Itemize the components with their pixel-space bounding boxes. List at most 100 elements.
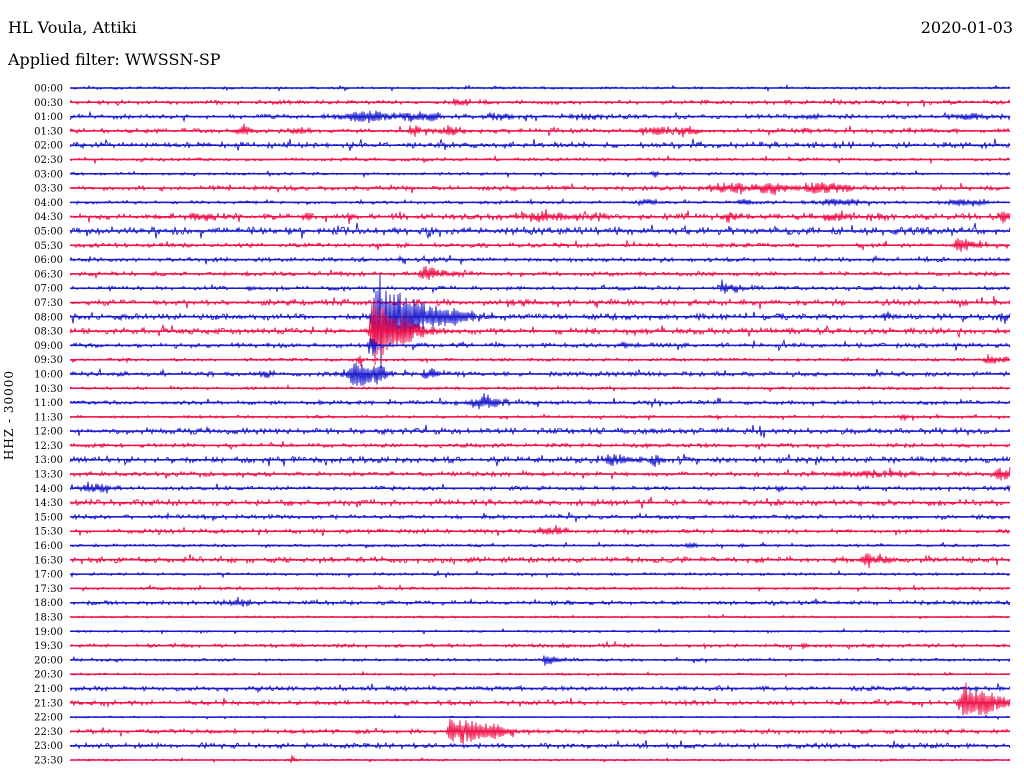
trace-row-02:30 — [69, 154, 1011, 165]
trace-row-10:00 — [69, 362, 1011, 386]
time-label-21:30: 21:30 — [34, 698, 63, 709]
trace-row-19:30 — [69, 640, 1011, 651]
time-label-20:30: 20:30 — [34, 670, 63, 681]
time-label-19:00: 19:00 — [34, 627, 63, 638]
trace-row-06:00 — [69, 254, 1011, 266]
time-label-01:30: 01:30 — [34, 126, 63, 137]
trace-row-10:30 — [69, 383, 1011, 393]
time-label-16:30: 16:30 — [34, 555, 63, 566]
time-label-00:30: 00:30 — [34, 98, 63, 109]
time-label-06:00: 06:00 — [34, 255, 63, 266]
time-label-02:30: 02:30 — [34, 155, 63, 166]
trace-row-08:30 — [69, 299, 1011, 366]
trace-row-19:00 — [69, 627, 1011, 635]
trace-row-09:30 — [69, 353, 1011, 367]
trace-row-06:30 — [69, 266, 1011, 281]
time-label-10:00: 10:00 — [34, 370, 63, 381]
time-label-23:30: 23:30 — [34, 756, 63, 767]
trace-row-01:00 — [69, 110, 1011, 124]
time-label-04:30: 04:30 — [34, 212, 63, 223]
trace-row-18:30 — [69, 613, 1011, 620]
time-label-05:30: 05:30 — [34, 241, 63, 252]
trace-row-20:30 — [69, 670, 1011, 678]
time-label-01:00: 01:00 — [34, 112, 63, 123]
time-label-08:30: 08:30 — [34, 327, 63, 338]
trace-row-12:00 — [69, 424, 1011, 438]
trace-row-14:30 — [69, 496, 1011, 509]
time-label-09:30: 09:30 — [34, 355, 63, 366]
trace-row-13:30 — [69, 467, 1011, 481]
trace-row-03:30 — [69, 181, 1011, 196]
trace-row-08:00 — [69, 273, 1011, 369]
trace-row-07:30 — [69, 295, 1011, 310]
time-label-14:00: 14:00 — [34, 484, 63, 495]
trace-row-12:30 — [69, 441, 1011, 451]
trace-row-14:00 — [69, 481, 1011, 494]
trace-row-00:00 — [69, 83, 1011, 92]
time-label-06:30: 06:30 — [34, 269, 63, 280]
trace-row-04:00 — [69, 197, 1011, 207]
time-label-15:00: 15:00 — [34, 512, 63, 523]
trace-row-16:00 — [69, 541, 1011, 550]
time-label-14:30: 14:30 — [34, 498, 63, 509]
time-label-23:00: 23:00 — [34, 741, 63, 752]
trace-row-01:30 — [69, 123, 1011, 138]
trace-row-21:30 — [69, 682, 1011, 716]
trace-row-09:00 — [69, 338, 1011, 356]
trace-row-22:30 — [69, 718, 1011, 746]
time-label-13:30: 13:30 — [34, 470, 63, 481]
trace-row-23:00 — [69, 739, 1011, 750]
time-label-13:00: 13:00 — [34, 455, 63, 466]
time-label-10:30: 10:30 — [34, 384, 63, 395]
trace-row-03:00 — [69, 169, 1011, 179]
trace-row-00:30 — [69, 97, 1011, 108]
time-label-03:30: 03:30 — [34, 184, 63, 195]
trace-row-17:30 — [69, 583, 1011, 593]
time-label-11:00: 11:00 — [34, 398, 63, 409]
trace-row-20:00 — [69, 655, 1011, 666]
trace-row-17:00 — [69, 569, 1011, 579]
trace-row-15:30 — [69, 525, 1010, 537]
time-label-18:30: 18:30 — [34, 613, 63, 624]
time-label-20:00: 20:00 — [34, 655, 63, 666]
trace-row-05:00 — [69, 222, 1011, 239]
time-label-07:30: 07:30 — [34, 298, 63, 309]
time-label-05:00: 05:00 — [34, 227, 63, 238]
time-label-12:30: 12:30 — [34, 441, 63, 452]
time-label-02:00: 02:00 — [34, 141, 63, 152]
trace-row-02:00 — [69, 138, 1011, 151]
trace-row-07:00 — [69, 279, 1011, 294]
time-label-19:30: 19:30 — [34, 641, 63, 652]
applied-filter-label: Applied filter: WWSSN-SP — [8, 50, 221, 69]
time-label-07:00: 07:00 — [34, 284, 63, 295]
time-label-11:30: 11:30 — [34, 412, 63, 423]
trace-row-21:00 — [69, 682, 1011, 694]
time-label-12:00: 12:00 — [34, 427, 63, 438]
station-title: HL Voula, Attiki — [8, 18, 137, 37]
time-label-21:00: 21:00 — [34, 684, 63, 695]
time-label-17:30: 17:30 — [34, 584, 63, 595]
trace-row-11:00 — [69, 392, 1011, 410]
trace-row-16:30 — [70, 553, 1011, 569]
time-label-08:00: 08:00 — [34, 312, 63, 323]
time-label-16:00: 16:00 — [34, 541, 63, 552]
date-label: 2020-01-03 — [920, 18, 1013, 37]
time-label-22:30: 22:30 — [34, 727, 63, 738]
trace-row-23:30 — [69, 755, 1011, 764]
time-label-22:00: 22:00 — [34, 713, 63, 724]
trace-row-13:00 — [69, 453, 1011, 468]
time-label-03:00: 03:00 — [34, 169, 63, 180]
y-axis-label: HHZ - 30000 — [2, 370, 16, 460]
time-label-09:00: 09:00 — [34, 341, 63, 352]
trace-row-04:30 — [69, 208, 1011, 225]
trace-row-11:30 — [69, 412, 1011, 422]
trace-row-15:00 — [69, 511, 1011, 524]
time-label-18:00: 18:00 — [34, 598, 63, 609]
time-label-00:00: 00:00 — [34, 84, 63, 95]
trace-row-05:30 — [69, 238, 1011, 252]
trace-row-18:00 — [69, 596, 1011, 608]
trace-row-22:00 — [69, 714, 1011, 721]
time-label-04:00: 04:00 — [34, 198, 63, 209]
